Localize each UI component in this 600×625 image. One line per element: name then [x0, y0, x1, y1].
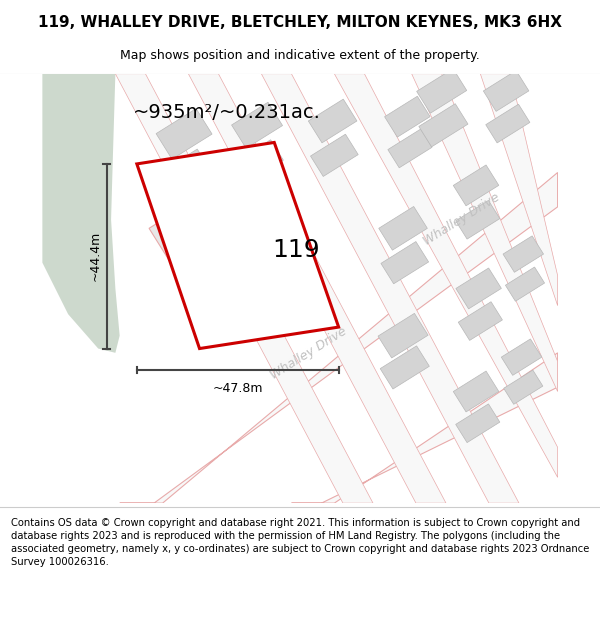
- Polygon shape: [505, 267, 545, 301]
- Polygon shape: [379, 206, 427, 250]
- Polygon shape: [292, 353, 557, 503]
- Polygon shape: [502, 339, 542, 376]
- Polygon shape: [456, 268, 502, 309]
- Polygon shape: [115, 74, 373, 503]
- Polygon shape: [458, 302, 502, 341]
- Polygon shape: [119, 173, 557, 503]
- Polygon shape: [453, 371, 499, 412]
- Polygon shape: [388, 129, 432, 168]
- Polygon shape: [486, 104, 530, 143]
- Polygon shape: [504, 370, 543, 404]
- Polygon shape: [334, 74, 557, 478]
- Text: Whalley Drive: Whalley Drive: [421, 191, 502, 248]
- Text: Map shows position and indicative extent of the property.: Map shows position and indicative extent…: [120, 49, 480, 62]
- Polygon shape: [453, 165, 499, 206]
- Polygon shape: [149, 174, 271, 283]
- Text: 119: 119: [272, 238, 320, 262]
- Polygon shape: [455, 404, 500, 442]
- Polygon shape: [308, 99, 357, 143]
- Text: ~44.4m: ~44.4m: [88, 231, 101, 281]
- Polygon shape: [416, 69, 467, 113]
- Polygon shape: [311, 134, 358, 176]
- Polygon shape: [378, 313, 428, 358]
- Polygon shape: [137, 142, 338, 349]
- Polygon shape: [385, 96, 430, 137]
- Polygon shape: [188, 74, 446, 503]
- Text: 119, WHALLEY DRIVE, BLETCHLEY, MILTON KEYNES, MK3 6HX: 119, WHALLEY DRIVE, BLETCHLEY, MILTON KE…: [38, 14, 562, 29]
- Polygon shape: [503, 236, 544, 272]
- Text: Contains OS data © Crown copyright and database right 2021. This information is : Contains OS data © Crown copyright and d…: [11, 518, 589, 568]
- Text: ~935m²/~0.231ac.: ~935m²/~0.231ac.: [133, 103, 321, 122]
- Text: Whalley Drive: Whalley Drive: [268, 324, 349, 381]
- Polygon shape: [381, 241, 428, 284]
- Polygon shape: [380, 346, 430, 389]
- Polygon shape: [157, 149, 211, 196]
- Polygon shape: [455, 201, 500, 239]
- Polygon shape: [419, 104, 468, 147]
- Polygon shape: [412, 74, 557, 391]
- Polygon shape: [484, 71, 529, 111]
- Polygon shape: [481, 74, 557, 306]
- Polygon shape: [156, 109, 212, 159]
- Polygon shape: [232, 102, 283, 148]
- Polygon shape: [262, 74, 519, 503]
- Polygon shape: [234, 140, 283, 183]
- Polygon shape: [43, 74, 119, 353]
- Text: ~47.8m: ~47.8m: [212, 382, 263, 396]
